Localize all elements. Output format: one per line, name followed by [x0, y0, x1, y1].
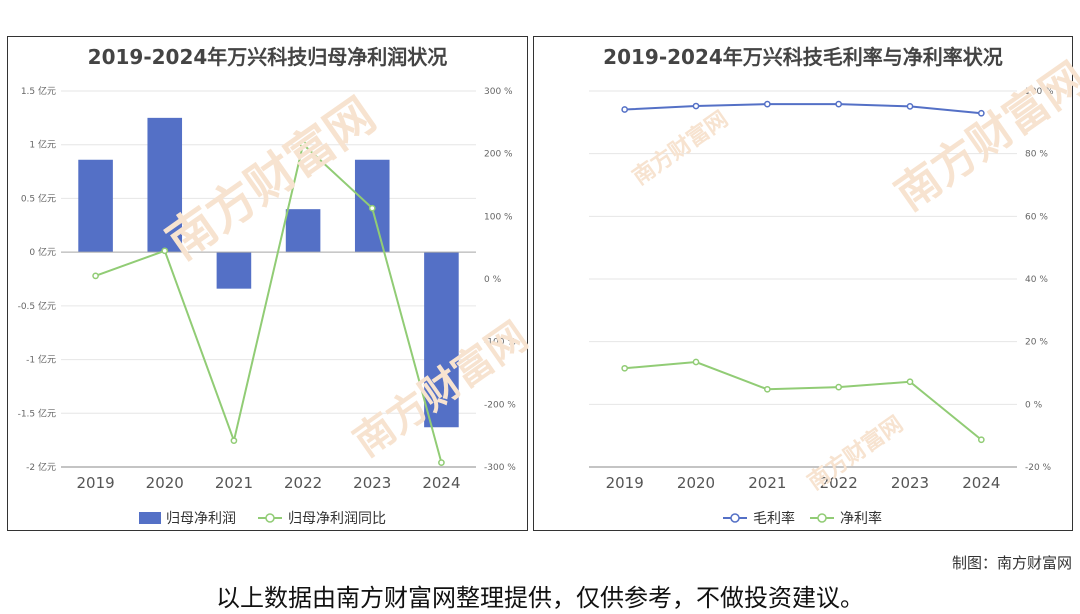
series-point — [835, 100, 843, 108]
x-tick-label: 2023 — [891, 474, 929, 492]
y-tick-label-right: 0 % — [484, 275, 502, 285]
y-tick-label-right: -200 % — [484, 400, 516, 410]
y-tick-label-right: 0 % — [1025, 400, 1043, 410]
chart-panel-margins: 2019-2024年万兴科技毛利率与净利率状况 -20 % 0 % 20 % 40 %… — [533, 36, 1073, 531]
chart-title: 2019-2024年万兴科技毛利率与净利率状况 — [603, 45, 1003, 69]
series-line — [95, 142, 443, 463]
y-tick-label-left: -0.5 亿元 — [18, 300, 56, 312]
y-tick-label-right: 100 % — [1025, 87, 1054, 97]
x-tick-label: 2019 — [76, 474, 114, 492]
x-tick-label: 2022 — [820, 474, 858, 492]
x-tick-label: 2022 — [284, 474, 322, 492]
legend-label: 毛利率 — [753, 510, 795, 527]
bar — [285, 209, 321, 253]
x-tick-label: 2020 — [677, 474, 715, 492]
y-tick-label-right: 60 % — [1025, 212, 1048, 222]
chart-panel-net-profit: 2019-2024年万兴科技归母净利润状况 -2 亿元 -1.5 亿元 -1 亿元 -… — [7, 36, 528, 531]
legend-swatch — [265, 513, 275, 523]
chart-title: 2019-2024年万兴科技归母净利润状况 — [87, 45, 448, 69]
y-tick-label-right: 200 % — [484, 150, 513, 160]
series-point — [906, 103, 914, 110]
series-line — [624, 103, 982, 115]
y-tick-label-left: 1 亿元 — [29, 139, 56, 151]
y-tick-label-left: -1 亿元 — [26, 354, 56, 366]
series-point — [692, 358, 700, 366]
legend-swatch — [817, 513, 827, 523]
bar — [216, 252, 252, 289]
series-point — [763, 385, 771, 393]
x-tick-label: 2019 — [606, 474, 644, 492]
series-point — [368, 204, 376, 212]
legend-label: 净利率 — [840, 510, 882, 527]
series-point — [906, 378, 914, 386]
y-tick-label-right: -20 % — [1025, 463, 1052, 473]
margin-chart: -20 % 0 % 20 % 40 % 60 % 80 % 100 % 2019 2020 202… — [589, 87, 1054, 527]
series-point — [438, 459, 445, 466]
y-tick-label-right: 20 % — [1025, 338, 1048, 348]
y-tick-label-right: 300 % — [484, 87, 513, 97]
y-tick-label-left: -1.5 亿元 — [18, 407, 56, 419]
bar — [147, 117, 183, 253]
y-tick-label-right: 100 % — [484, 212, 513, 222]
x-tick-label: 2021 — [215, 474, 253, 492]
y-tick-label-right: 80 % — [1025, 150, 1048, 160]
disclaimer-text: 以上数据由南方财富网整理提供，仅供参考，不做投资建议。 — [216, 584, 864, 612]
series-point — [299, 140, 307, 148]
x-tick-label: 2024 — [422, 474, 460, 492]
x-tick-label: 2020 — [146, 474, 184, 492]
series-point — [977, 109, 985, 117]
x-tick-label: 2023 — [353, 474, 391, 492]
net-profit-chart: -2 亿元 -1.5 亿元 -1 亿元 -0.5 亿元 0 亿元 0.5 亿元 1 亿元 1.… — [18, 85, 517, 527]
legend-swatch — [139, 512, 161, 524]
y-tick-label-right: 40 % — [1025, 275, 1048, 285]
y-tick-label-left: 0 亿元 — [29, 246, 56, 258]
bar — [78, 159, 113, 253]
series-point — [621, 106, 629, 113]
y-tick-label-right: -300 % — [484, 463, 516, 473]
y-tick-label-left: 1.5 亿元 — [21, 85, 56, 97]
y-tick-label-left: 0.5 亿元 — [21, 192, 56, 204]
legend-label: 归母净利润 — [166, 510, 236, 527]
chart-credit: 制图：南方财富网 — [951, 554, 1072, 572]
series-point — [977, 436, 985, 444]
series-point — [161, 247, 169, 255]
legend-label: 归母净利润同比 — [288, 510, 386, 527]
x-tick-label: 2021 — [748, 474, 786, 492]
legend-swatch — [730, 513, 740, 523]
series-point — [692, 102, 700, 110]
bar — [424, 252, 459, 428]
y-tick-label-left: -2 亿元 — [26, 461, 56, 473]
y-tick-label-right: -100 % — [484, 338, 516, 348]
series-point — [621, 364, 629, 372]
series-point — [92, 272, 99, 280]
series-point — [835, 383, 843, 391]
x-tick-label: 2024 — [962, 474, 1000, 492]
series-line — [624, 361, 982, 441]
series-point — [230, 437, 238, 445]
series-point — [763, 100, 771, 108]
